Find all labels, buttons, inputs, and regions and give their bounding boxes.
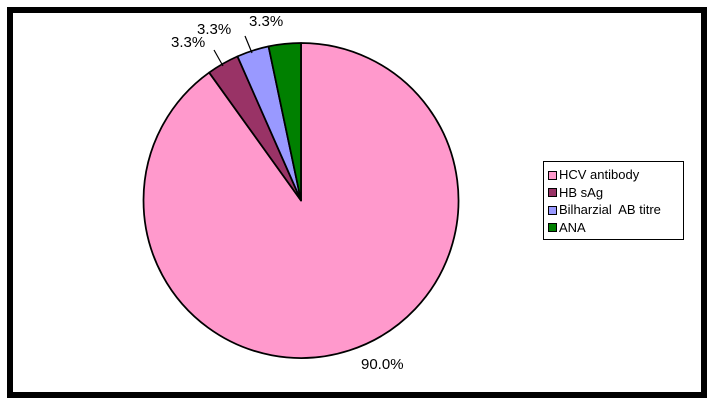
legend-item-bilharzial-ab-titre: Bilharzial AB titre xyxy=(548,202,680,218)
legend-item-label: HCV antibody xyxy=(559,167,640,182)
legend-item-label: HB sAg xyxy=(559,184,604,200)
data-label-hcv-antibody: 90.0% xyxy=(361,356,404,373)
legend-key-icon xyxy=(548,188,557,198)
pie-slice-ana xyxy=(267,42,302,202)
data-label-hb-sag: 3.3% xyxy=(171,34,206,51)
legend-item-label: ANA xyxy=(559,219,586,235)
legend-item-hcv-antibody: HCV antibody xyxy=(548,167,680,183)
legend-item-label: Bilharzial AB titre xyxy=(559,202,661,218)
legend: HCV antibody HB sAg Bilharzial AB titre ANA xyxy=(543,161,684,240)
leader-line-bilharzial xyxy=(244,35,253,54)
data-label-ana: 3.3% xyxy=(249,13,284,30)
legend-key-icon xyxy=(548,170,557,180)
legend-key-icon xyxy=(548,205,557,215)
data-label-bilharzial: 3.3% xyxy=(197,21,232,38)
legend-key-icon xyxy=(548,223,557,233)
leader-line-hb-sag xyxy=(213,49,224,67)
pie-slices xyxy=(142,42,460,359)
legend-item-ana: ANA xyxy=(548,220,680,236)
legend-item-hb-sag: HB sAg xyxy=(548,185,680,201)
